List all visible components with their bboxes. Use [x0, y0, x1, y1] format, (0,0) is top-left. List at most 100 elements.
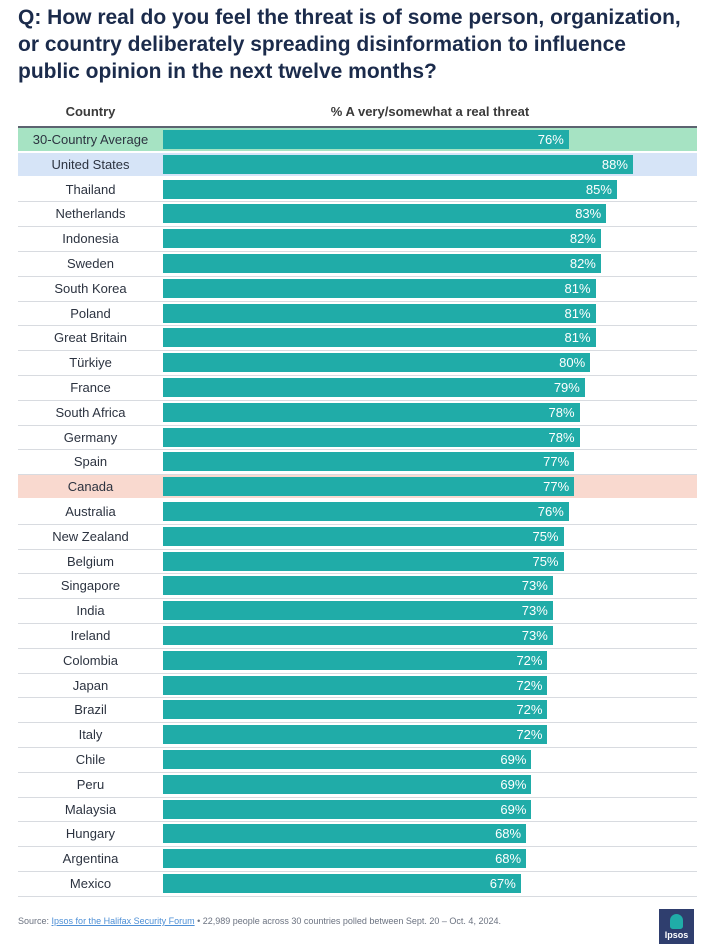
- bar: 82%: [163, 229, 601, 249]
- source-link[interactable]: Ipsos for the Halifax Security Forum: [51, 916, 195, 926]
- bar-value-label: 81%: [564, 305, 591, 321]
- bar-value-label: 81%: [564, 330, 591, 346]
- bar: 83%: [163, 204, 607, 224]
- country-label: Ireland: [70, 628, 111, 643]
- bar-value-label: 76%: [537, 132, 564, 147]
- bar-value-label: 68%: [495, 826, 522, 842]
- bar: 81%: [163, 328, 596, 348]
- bar-value-label: 69%: [500, 752, 527, 767]
- value-column-header: % A very/somewhat a real threat: [330, 104, 530, 119]
- country-label: Brazil: [74, 702, 107, 718]
- chart-title: Q: How real do you feel the threat is of…: [18, 6, 681, 83]
- chart-row: Belgium 75%: [18, 550, 697, 575]
- bar: 80%: [163, 353, 591, 373]
- chart-row: Hungary 68%: [18, 822, 697, 848]
- bar: 82%: [163, 254, 601, 273]
- country-label: Mexico: [69, 876, 112, 891]
- chart-row: Mexico 67%: [18, 872, 697, 897]
- bar: 79%: [163, 378, 585, 397]
- bar-value-label: 77%: [543, 454, 570, 470]
- bar: 67%: [163, 874, 521, 893]
- chart-row: South Korea 81%: [18, 277, 697, 302]
- bar: 68%: [163, 849, 527, 869]
- bar-value-label: 80%: [559, 355, 586, 371]
- bar-value-label: 75%: [532, 528, 559, 544]
- bar-value-label: 88%: [601, 156, 628, 172]
- chart-row: Canada 77%: [18, 475, 697, 500]
- bar-value-label: 75%: [532, 553, 559, 569]
- bar-value-label: 83%: [575, 206, 602, 222]
- logo-mark-icon: [670, 914, 683, 929]
- country-label: Chile: [75, 752, 106, 767]
- country-label: United States: [51, 156, 130, 172]
- bar: 75%: [163, 526, 564, 546]
- chart-row: South Africa 78%: [18, 401, 697, 426]
- bar: 78%: [163, 402, 580, 422]
- bar-value-label: 72%: [516, 702, 543, 718]
- chart-row: Colombia 72%: [18, 649, 697, 674]
- bar: 69%: [163, 750, 532, 769]
- country-label: South Korea: [54, 280, 127, 296]
- bar: 73%: [163, 626, 553, 645]
- country-label: Argentina: [62, 851, 119, 867]
- chart-row: Brazil 72%: [18, 698, 697, 724]
- chart-row: Netherlands 83%: [18, 202, 697, 228]
- chart-row: Sweden 82%: [18, 252, 697, 277]
- chart-row: Malaysia 69%: [18, 798, 697, 823]
- country-label: Singapore: [60, 578, 121, 594]
- bar: 68%: [163, 824, 527, 844]
- bar: 76%: [163, 502, 569, 521]
- chart-row: Germany 78%: [18, 426, 697, 451]
- footer-source: Source: Ipsos for the Halifax Security F…: [18, 915, 578, 927]
- bar-value-label: 82%: [569, 256, 596, 271]
- bar-value-label: 73%: [521, 578, 548, 594]
- country-label: South Africa: [55, 404, 126, 420]
- bar-value-label: 69%: [500, 776, 527, 792]
- country-label: Malaysia: [64, 801, 117, 817]
- country-label: Türkiye: [69, 355, 112, 371]
- chart-row: Italy 72%: [18, 723, 697, 748]
- bar-value-label: 76%: [537, 504, 564, 519]
- bar-value-label: 68%: [495, 851, 522, 867]
- logo-text: Ipsos: [664, 930, 689, 940]
- country-label: Spain: [73, 454, 108, 470]
- bar: 88%: [163, 154, 633, 174]
- bar-value-label: 73%: [521, 603, 548, 619]
- bar-value-label: 72%: [516, 652, 543, 668]
- bar-value-label: 78%: [548, 404, 575, 420]
- bar-value-label: 73%: [521, 628, 548, 643]
- bar: 77%: [163, 452, 575, 472]
- chart-row: Japan 72%: [18, 674, 697, 699]
- country-label: Germany: [63, 429, 118, 445]
- chart-row: Spain 77%: [18, 450, 697, 476]
- bar-value-label: 67%: [489, 876, 516, 891]
- bar: 75%: [163, 551, 564, 571]
- chart-row: Australia 76%: [18, 500, 697, 525]
- bar-value-label: 85%: [585, 181, 612, 197]
- chart-row: United States 88%: [18, 152, 697, 178]
- country-label: Italy: [78, 727, 103, 743]
- bar: 78%: [163, 427, 580, 447]
- source-label: Source:: [18, 916, 50, 926]
- country-label: Poland: [70, 305, 111, 321]
- bar-value-label: 77%: [543, 479, 570, 495]
- bar: 73%: [163, 576, 553, 596]
- bar: 69%: [163, 799, 532, 819]
- chart-row: France 79%: [18, 376, 697, 401]
- country-label: Japan: [72, 677, 109, 693]
- country-label: Indonesia: [62, 231, 119, 247]
- bar-value-label: 69%: [500, 801, 527, 817]
- ipsos-logo: Ipsos: [659, 909, 694, 944]
- bar: 72%: [163, 650, 548, 670]
- chart-row: 30-Country Average 76%: [18, 128, 697, 153]
- country-label: Hungary: [65, 826, 116, 842]
- chart-row: Ireland 73%: [18, 624, 697, 649]
- country-label: New Zealand: [52, 528, 129, 544]
- source-text: • 22,989 people across 30 countries poll…: [194, 916, 501, 926]
- country-label: India: [76, 603, 105, 619]
- chart-row: Peru 69%: [18, 773, 697, 798]
- bar: 69%: [163, 774, 532, 794]
- chart-row: Great Britain 81%: [18, 326, 697, 352]
- country-label: Australia: [65, 504, 116, 519]
- chart-row: Poland 81%: [18, 302, 697, 327]
